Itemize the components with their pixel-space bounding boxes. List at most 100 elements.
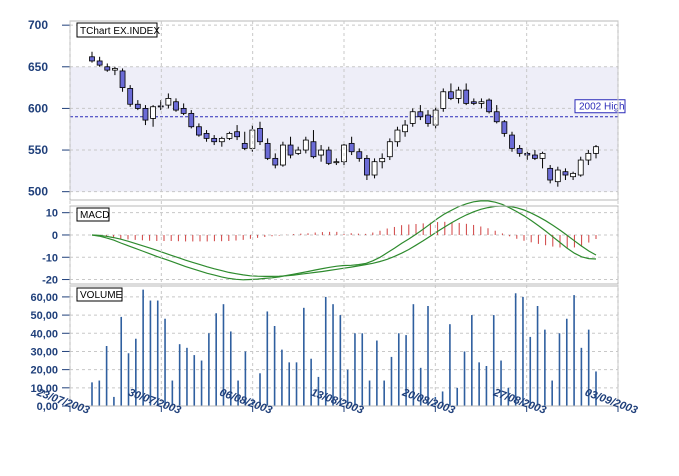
candle-body <box>409 111 416 124</box>
candle-body <box>134 103 141 109</box>
candle-body <box>234 131 240 138</box>
candle-body <box>180 108 187 114</box>
candle-body <box>570 172 576 178</box>
volume-bar <box>127 353 130 406</box>
candle-body <box>417 111 424 118</box>
candle-body <box>539 152 546 159</box>
candle-body <box>585 152 592 161</box>
volume-bar <box>471 315 473 406</box>
volume-bar <box>368 380 371 406</box>
candle-body <box>554 169 561 183</box>
volume-bar <box>412 304 415 406</box>
candle-body <box>119 70 126 89</box>
volume-bar <box>303 307 305 406</box>
volume-bar <box>485 366 488 406</box>
macd-y-tick-label: 10 <box>46 208 58 220</box>
volume-bar <box>558 333 561 406</box>
volume-bar <box>120 316 123 406</box>
candle-body <box>478 101 485 104</box>
volume-bar <box>500 360 502 406</box>
candle-body <box>318 149 324 156</box>
volume-bar <box>200 360 203 406</box>
volume-bar <box>332 304 334 406</box>
volume-bar <box>544 329 546 406</box>
candle-body <box>287 144 294 156</box>
price-y-tick-label: 550 <box>28 143 48 157</box>
candle-body <box>379 157 386 163</box>
volume-bar <box>266 311 269 406</box>
volume-bar <box>573 295 575 406</box>
volume-bar <box>149 300 152 406</box>
volume-y-tick-label: 10,00 <box>30 383 58 395</box>
volume-bar <box>135 338 137 406</box>
candle-body <box>356 151 363 159</box>
volume-bar <box>215 313 217 406</box>
macd-y-tick-label: -10 <box>42 252 58 264</box>
volume-bar <box>551 380 553 406</box>
volume-bar <box>178 344 181 406</box>
volume-bar <box>295 362 298 406</box>
candle-body <box>386 141 393 158</box>
candle-body <box>112 68 118 71</box>
candle-body <box>196 126 202 136</box>
volume-bar <box>463 351 466 406</box>
volume-bar <box>522 296 524 406</box>
candle-body <box>463 89 470 104</box>
candle-body <box>470 101 477 104</box>
volume-bar <box>449 324 451 406</box>
volume-bar <box>397 333 400 406</box>
volume-bar <box>288 362 291 406</box>
macd-panel: 10 0 -10 -20 MACD <box>42 200 619 287</box>
volume-bar <box>419 367 422 406</box>
volume-y-tick-label: 50,00 <box>30 310 58 322</box>
candle-body <box>257 127 263 143</box>
volume-bar <box>376 340 378 406</box>
macd-title-box <box>76 207 110 222</box>
candle-body <box>364 157 370 176</box>
volume-bar <box>281 349 283 406</box>
candle-body <box>371 161 378 176</box>
price-y-ticks: 500 550 600 650 700 <box>28 18 70 199</box>
candle-body <box>394 129 401 143</box>
volume-bar <box>310 358 312 406</box>
macd-y-tick-label: -20 <box>42 275 58 287</box>
candle-body <box>226 132 233 139</box>
price-panel: 2002 High 500 550 600 650 700 TChart EX.INDE… <box>28 18 626 201</box>
volume-bar <box>595 371 597 406</box>
macd-title: MACD <box>80 210 109 221</box>
candle-body <box>272 157 279 166</box>
candle-body <box>593 146 599 154</box>
volume-y-tick-label: 40,00 <box>30 328 58 340</box>
candle-body <box>203 132 210 139</box>
volume-bar <box>156 300 159 406</box>
candle-body <box>249 129 256 149</box>
volume-bar <box>507 387 510 406</box>
candle-body <box>524 152 531 156</box>
price-title: TChart EX.INDEX <box>80 26 160 37</box>
candle-body <box>562 171 569 176</box>
volume-bar <box>529 336 532 406</box>
candle-body <box>157 105 164 108</box>
volume-bar <box>478 362 480 406</box>
candle-body <box>333 161 340 164</box>
candle-body <box>142 108 149 121</box>
volume-bar <box>171 380 174 406</box>
volume-y-tick-label: 20,00 <box>30 365 58 377</box>
volume-bar <box>492 315 495 406</box>
volume-bar <box>456 387 459 406</box>
volume-bar <box>565 318 568 406</box>
macd-y-tick-label: 0 <box>52 230 58 242</box>
candle-body <box>96 60 103 66</box>
price-title-box <box>76 22 158 38</box>
volume-bar <box>98 380 101 406</box>
volume-bar <box>536 306 539 406</box>
volume-bar <box>113 396 115 406</box>
volume-bar <box>91 382 93 406</box>
volume-bar <box>164 318 166 406</box>
macd-line <box>91 200 597 281</box>
volume-y-tick-label: 60,00 <box>30 292 58 304</box>
price-y-tick-label: 600 <box>28 101 48 115</box>
volume-bar <box>405 335 407 406</box>
